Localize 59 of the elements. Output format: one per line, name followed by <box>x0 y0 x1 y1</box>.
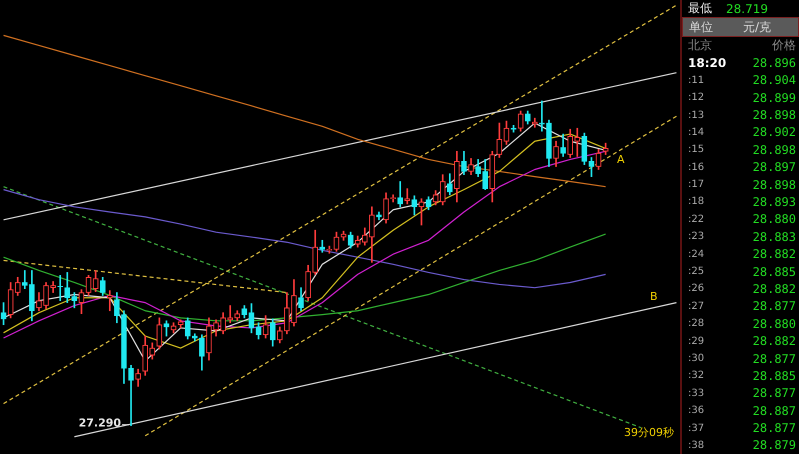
category-label: :25 <box>688 266 704 278</box>
text: 价格 <box>772 36 796 54</box>
text: 28.877 <box>752 352 796 366</box>
text: 28.877 <box>752 299 796 314</box>
category-label: :29 <box>688 336 704 347</box>
text: 28.897 <box>752 160 796 174</box>
category-label: :33 <box>688 388 704 399</box>
category-label: :11 <box>688 74 704 86</box>
category-label: :28 <box>688 318 704 330</box>
text: 28.885 <box>752 368 796 383</box>
text: 最低 <box>688 0 712 18</box>
text: 28.877 <box>752 421 796 436</box>
candlestick <box>164 320 170 336</box>
text: 28.882 <box>752 334 796 348</box>
category-label: :26 <box>688 283 704 294</box>
category-label: 18:20 <box>688 56 726 70</box>
category-label: :32 <box>688 370 704 382</box>
candlestick <box>128 364 134 426</box>
category-label: :13 <box>688 110 704 121</box>
category-label: :30 <box>688 353 704 364</box>
candlestick <box>418 198 424 226</box>
text: 28.879 <box>752 438 796 452</box>
category-label: :22 <box>688 214 704 225</box>
category-label: :18 <box>688 196 704 208</box>
text: 28.883 <box>752 230 796 244</box>
text: 28.885 <box>752 264 796 279</box>
text: 28.882 <box>752 247 796 262</box>
category-label: :16 <box>688 162 704 173</box>
text: 28.887 <box>752 404 796 418</box>
category-label: :37 <box>688 422 704 434</box>
annotation: 39分09秒 <box>624 426 674 439</box>
text: 28.877 <box>752 386 796 400</box>
text: 28.882 <box>752 282 796 296</box>
annotation: B <box>650 290 658 303</box>
category-label: :36 <box>688 405 704 416</box>
text: 28.896 <box>752 56 796 70</box>
text: 北京 <box>688 36 712 54</box>
annotation: 27.290 <box>78 416 122 430</box>
category-label: :27 <box>688 300 704 312</box>
category-label: :17 <box>688 179 704 190</box>
text: 28.902 <box>752 125 796 140</box>
text: 元/克 <box>743 18 772 36</box>
text: 单位 <box>689 18 713 36</box>
category-label: :23 <box>688 231 704 242</box>
text: 28.880 <box>752 316 796 331</box>
category-label: :24 <box>688 248 704 260</box>
text: 28.880 <box>752 212 796 226</box>
category-label: :12 <box>688 92 704 104</box>
text: 28.898 <box>752 178 796 192</box>
text: 28.719 <box>726 2 768 16</box>
text: 28.898 <box>752 108 796 122</box>
text: 28.893 <box>752 194 796 209</box>
text: 28.899 <box>752 90 796 105</box>
category-label: :15 <box>688 144 704 156</box>
annotation: A <box>617 152 625 166</box>
category-label: :14 <box>688 126 704 138</box>
text: 28.904 <box>752 73 796 88</box>
text: 28.898 <box>752 142 796 157</box>
category-label: :38 <box>688 440 704 451</box>
